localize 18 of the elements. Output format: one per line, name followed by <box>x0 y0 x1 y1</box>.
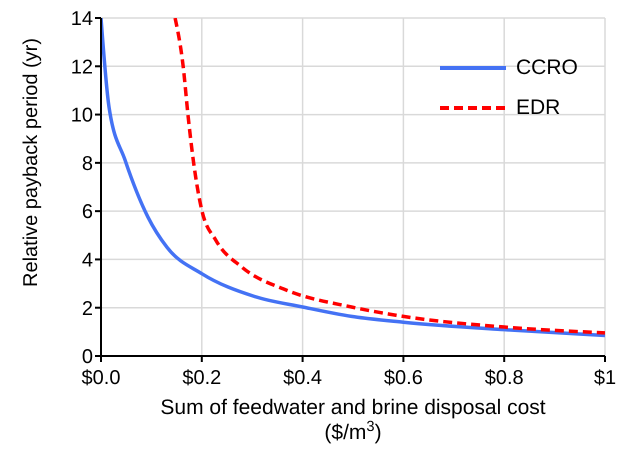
y-tick-label: 6 <box>82 201 93 224</box>
y-tick-label: 8 <box>82 152 93 175</box>
y-tick-label: 14 <box>70 8 93 30</box>
x-tick-label: $0.2 <box>182 367 222 390</box>
y-tick-label: 0 <box>82 346 93 368</box>
y-tick-label: 10 <box>70 104 93 127</box>
x-tick-label: $0.8 <box>484 367 524 390</box>
x-tick-label: $1 <box>594 367 616 390</box>
x-axis-title: Sum of feedwater and brine disposal cost ($/m$^{3}$) <box>160 396 546 444</box>
legend-label: EDR <box>516 96 560 120</box>
y-tick-label: 4 <box>82 250 93 272</box>
legend-label: CCRO <box>516 56 578 80</box>
y-tick-label: 12 <box>70 56 93 78</box>
y-axis-title: Relative payback period (yr) <box>20 38 42 287</box>
x-tick-label: $0.6 <box>384 367 423 390</box>
x-tick-label: $0.4 <box>283 367 322 390</box>
y-tick-label: 2 <box>82 298 93 320</box>
x-tick-label: $0.0 <box>82 367 120 390</box>
